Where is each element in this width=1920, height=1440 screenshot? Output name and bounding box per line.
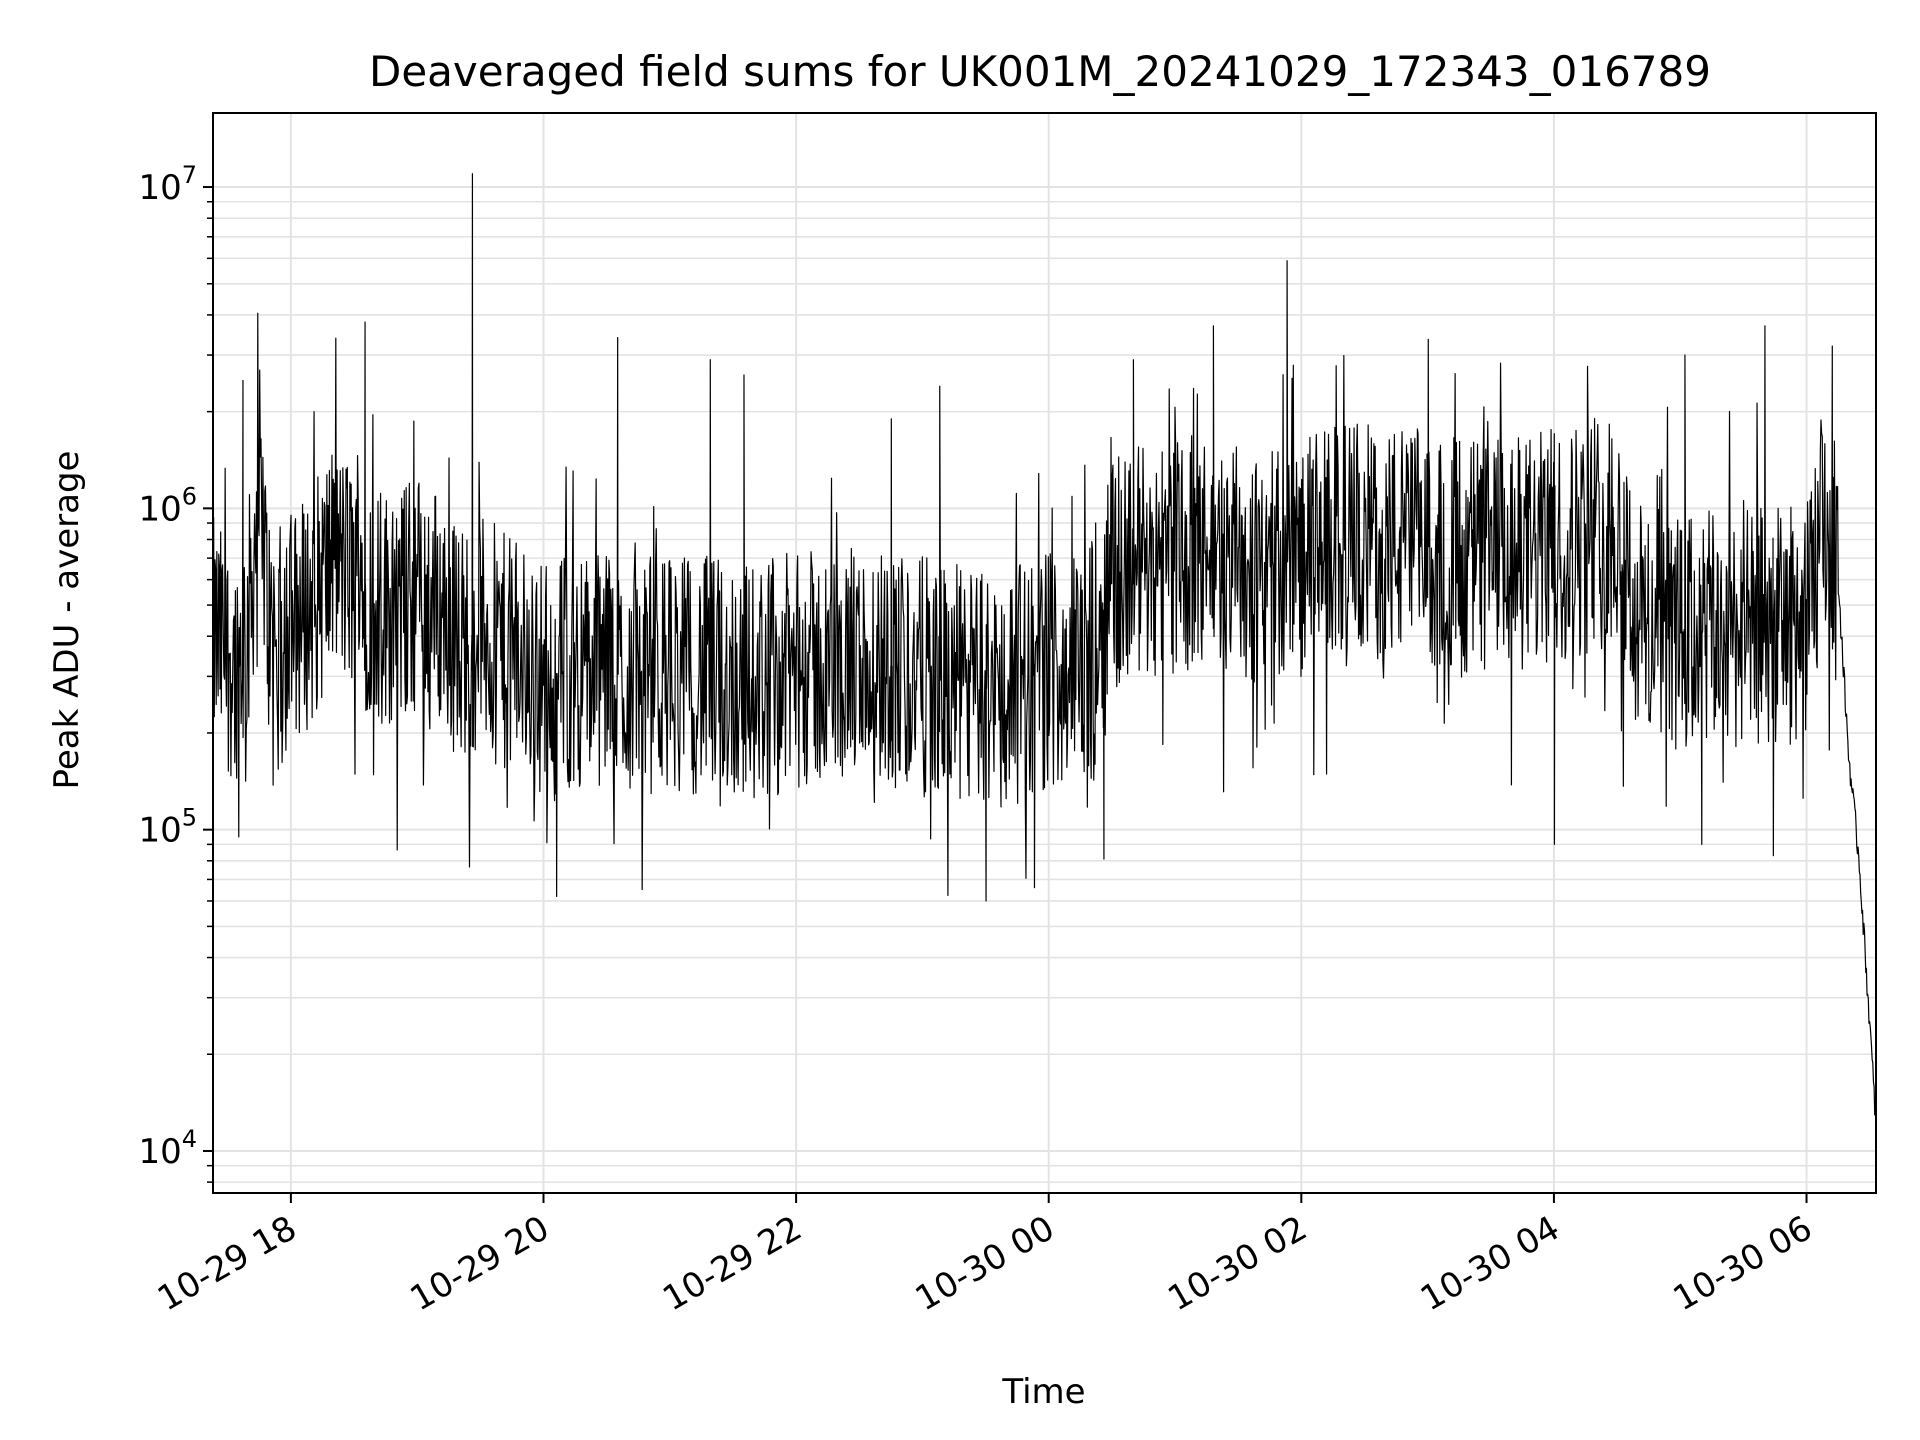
y-axis-label: Peak ADU - average xyxy=(47,451,87,790)
plot-frame xyxy=(212,112,1877,1194)
y-tick-label: 107 xyxy=(138,161,197,208)
x-tick-label: 10-30 06 xyxy=(1667,1208,1819,1319)
x-tick-label: 10-29 22 xyxy=(656,1208,808,1319)
chart-title: Deaveraged field sums for UK001M_2024102… xyxy=(369,47,1711,96)
x-tick-label: 10-29 18 xyxy=(151,1208,303,1319)
x-tick-label: 10-29 20 xyxy=(404,1208,556,1319)
series-path xyxy=(213,173,1876,1120)
y-axis: 104 105 106 107 xyxy=(138,161,213,1183)
x-tick-label: 10-30 04 xyxy=(1414,1208,1566,1319)
y-tick-label: 104 xyxy=(138,1125,197,1172)
series-line xyxy=(213,173,1876,1120)
x-axis-label: Time xyxy=(1001,1372,1085,1412)
x-tick-label: 10-30 02 xyxy=(1161,1208,1313,1319)
x-tick-label: 10-30 00 xyxy=(909,1208,1061,1319)
y-tick-label: 106 xyxy=(138,482,197,529)
y-tick-label: 105 xyxy=(138,804,197,851)
x-axis: 10-29 18 10-29 20 10-29 22 10-30 00 10-30 02… xyxy=(151,1193,1819,1319)
